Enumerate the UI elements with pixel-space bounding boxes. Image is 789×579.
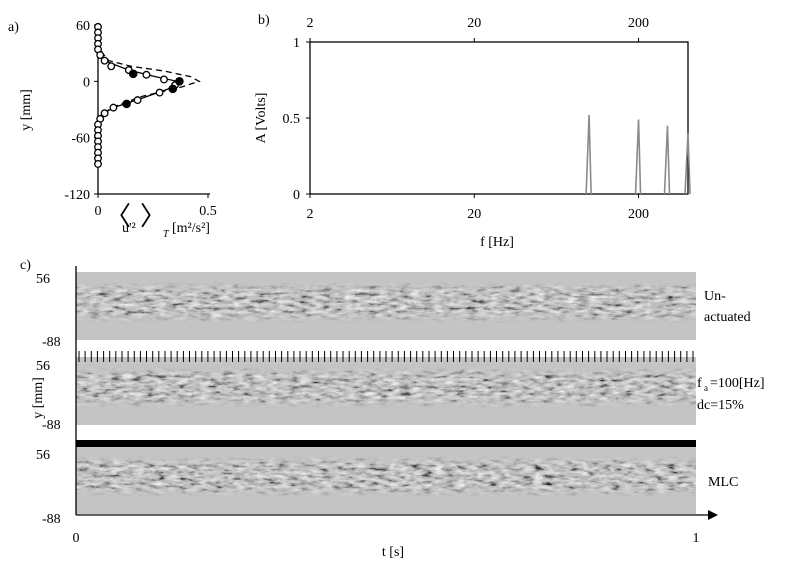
panel-a-open-marker xyxy=(133,96,142,105)
panel-a-open-marker xyxy=(100,56,109,65)
panel-b-ytick-label: 0 xyxy=(293,188,300,203)
row-labels: Un- actuated f a =100[Hz] dc=15% MLC xyxy=(697,289,765,490)
panel-c-x-axis-arrow xyxy=(708,510,718,520)
panel-b-top-xtick-label: 20 xyxy=(467,16,481,31)
row2-ytick-bottom: -88 xyxy=(42,418,61,433)
panel-c-yticks: 56 -88 56 -88 56 -88 xyxy=(36,272,61,527)
actuation-pulse-train xyxy=(78,351,694,362)
panel-a-xlabel-subscript: T xyxy=(163,229,170,240)
panel-b-top-xtick-label: 2 xyxy=(307,16,314,31)
panel-a-ytick-label: -120 xyxy=(64,188,90,203)
panel-b-top-xtick-label: 200 xyxy=(628,16,649,31)
panel-a-open-marker xyxy=(155,88,164,97)
panel-b-ytick-label: 1 xyxy=(293,36,300,51)
row1-ytick-bottom: -88 xyxy=(42,335,61,350)
panel-c-xtick-0: 0 xyxy=(73,531,80,546)
panel-a-open-marker xyxy=(100,109,109,118)
panel-a-open-marker xyxy=(94,160,102,168)
panel-a-ytick-label: 60 xyxy=(76,19,90,34)
panel-b-ylabel: A [Volts] xyxy=(254,93,269,144)
spectrum-peak xyxy=(684,133,691,195)
row1-label-line1: Un- xyxy=(704,289,726,304)
panel-a-ticks: 60 0 -60 -120 0 0.5 xyxy=(64,19,216,219)
row2-label-subscript: a xyxy=(704,383,708,393)
spectrum-peak xyxy=(585,114,592,195)
row2-label-symbol: f xyxy=(697,376,702,391)
panel-a-ylabel: y [mm] xyxy=(19,89,34,131)
panel-b-spectrum xyxy=(585,114,691,195)
panel-b-ticks: 2 2 20 20 200 200 1 0.5 0 xyxy=(283,16,650,222)
panel-a-xlabel-bracket-left: 〈 xyxy=(105,202,131,231)
panel-a-xtick-label: 0.5 xyxy=(199,204,217,219)
panel-a-dashed-profile xyxy=(97,41,201,120)
panel-a-xlabel-symbol: u'² xyxy=(122,221,136,236)
heatmap-row-periodic xyxy=(76,357,696,425)
panel-b-xtick-label: 2 xyxy=(307,207,314,222)
panel-a: a) 60 0 -60 -120 0 0.5 y [mm] 〈 u'² 〉 T [m²/s… xyxy=(8,19,217,240)
panel-a-points xyxy=(94,22,184,168)
row3-ytick-top: 56 xyxy=(36,448,50,463)
panel-a-open-marker xyxy=(107,62,116,71)
panel-a-open-marker xyxy=(160,75,168,84)
actuation-continuous-bar xyxy=(76,440,696,447)
panel-a-xtick-label: 0 xyxy=(95,204,102,219)
panel-b-xtick-label: 20 xyxy=(467,207,481,222)
panel-b: b) 2 2 20 20 200 200 1 0.5 0 A [Volts] f [Hz] xyxy=(254,13,691,250)
row2-label-dc: dc=15% xyxy=(697,398,744,413)
panel-c-xtick-1: 1 xyxy=(693,531,700,546)
panel-a-filled-marker xyxy=(175,77,184,86)
panel-a-label: a) xyxy=(8,20,19,35)
spectrum-peak xyxy=(634,119,642,195)
row2-label-freq: =100[Hz] xyxy=(710,376,765,391)
panel-c-xlabel: t [s] xyxy=(382,545,404,560)
row3-label: MLC xyxy=(708,475,738,490)
panel-a-open-marker xyxy=(142,70,151,79)
spectrum-peak xyxy=(663,125,671,195)
heatmap-row-unactuated xyxy=(76,272,696,340)
row2-ytick-top: 56 xyxy=(36,359,50,374)
panel-b-label: b) xyxy=(258,13,270,28)
row1-label-line2: actuated xyxy=(704,310,751,325)
panel-c-ylabel: y [mm] xyxy=(31,377,46,419)
panel-b-ytick-label: 0.5 xyxy=(283,112,301,127)
row1-ytick-top: 56 xyxy=(36,272,50,287)
panel-a-filled-marker xyxy=(122,99,131,109)
panel-b-frame xyxy=(309,41,689,195)
panel-a-open-marker xyxy=(96,51,105,59)
panel-a-open-marker xyxy=(109,103,118,112)
panel-a-xlabel-units: [m²/s²] xyxy=(172,221,210,236)
panel-a-ytick-label: -60 xyxy=(71,132,90,147)
panel-a-filled-marker xyxy=(128,69,138,79)
panel-a-xlabel: 〈 u'² 〉 T [m²/s²] xyxy=(105,202,210,240)
panel-a-ytick-label: 0 xyxy=(83,75,90,90)
panel-a-filled-marker xyxy=(168,84,178,94)
panel-a-xlabel-bracket-right: 〉 xyxy=(140,202,166,231)
heatmap-row-mlc xyxy=(76,446,696,514)
panel-b-xlabel: f [Hz] xyxy=(480,235,514,250)
panel-b-xtick-label: 200 xyxy=(628,207,649,222)
panel-c: c) 56 -88 xyxy=(20,258,765,560)
panel-c-label: c) xyxy=(20,258,31,273)
row3-ytick-bottom: -88 xyxy=(42,512,61,527)
